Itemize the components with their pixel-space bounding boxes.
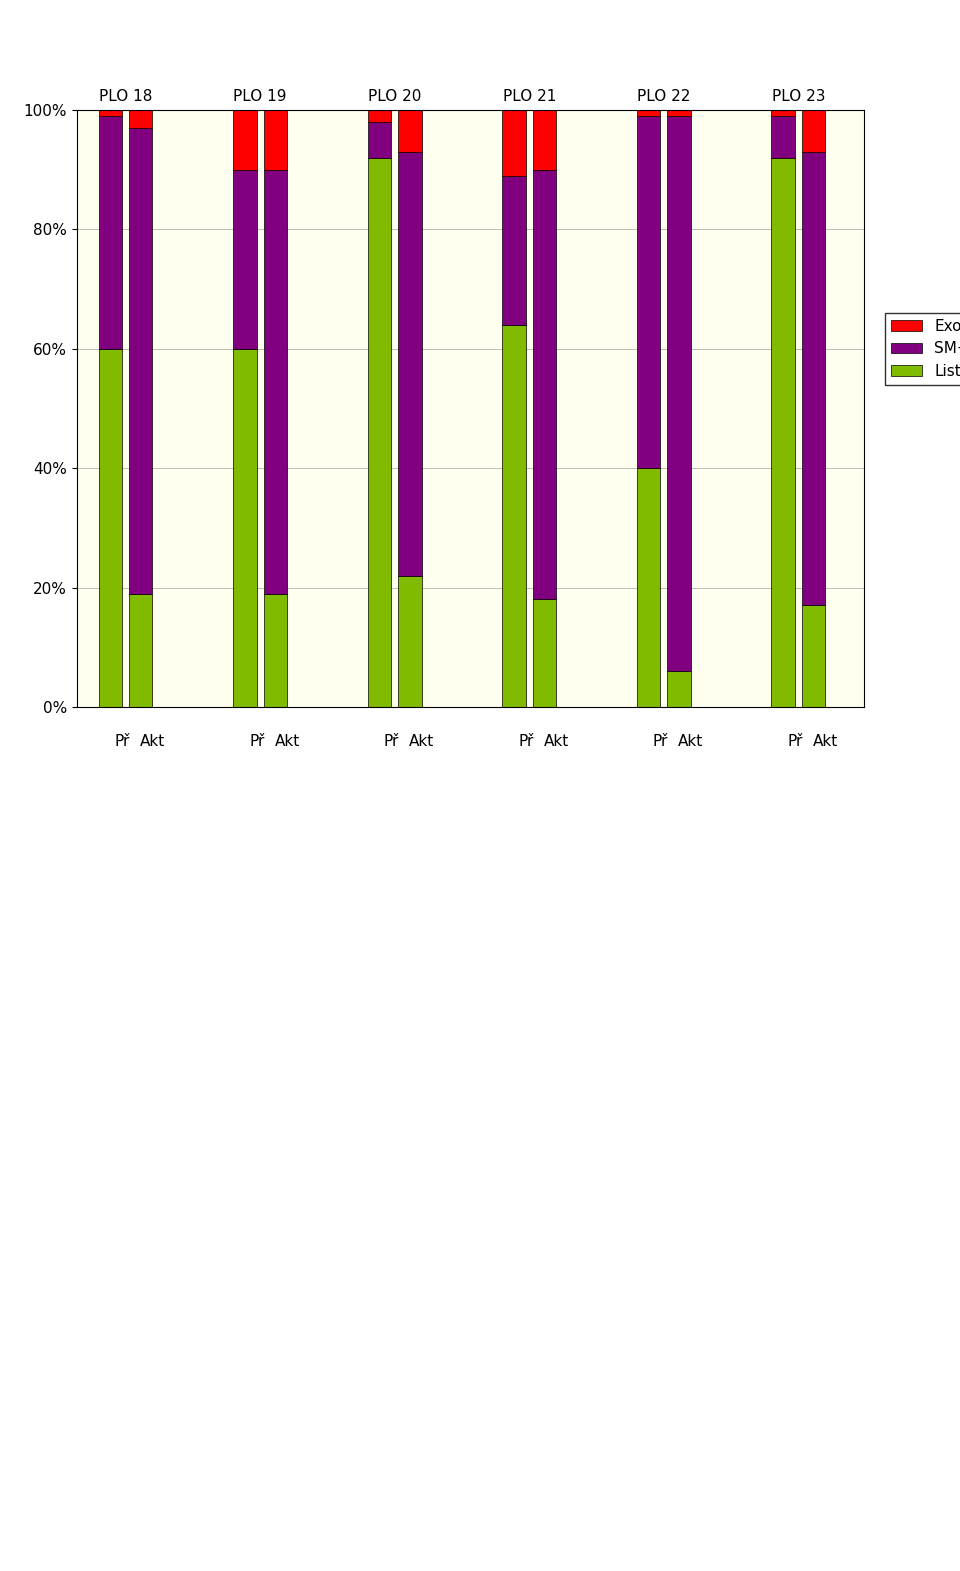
Text: PLO 20: PLO 20 [368, 90, 421, 104]
Bar [533, 600, 556, 707]
Text: Př: Př [518, 734, 534, 749]
Bar [772, 116, 795, 157]
Text: PLO 23: PLO 23 [772, 90, 826, 104]
Bar [502, 176, 526, 325]
Text: Př: Př [653, 734, 668, 749]
Text: Př: Př [787, 734, 803, 749]
Bar [802, 605, 826, 707]
Legend: Exoty, SM+BO, List+JD: Exoty, SM+BO, List+JD [885, 313, 960, 385]
Bar [636, 116, 660, 468]
Bar [667, 110, 691, 116]
Bar [263, 594, 287, 707]
Text: Akt: Akt [275, 734, 300, 749]
Bar [772, 157, 795, 707]
Bar [802, 152, 826, 605]
Bar [667, 671, 691, 707]
Bar [398, 110, 421, 152]
Bar [263, 170, 287, 594]
Bar [636, 468, 660, 707]
Bar [502, 110, 526, 176]
Text: Př: Př [114, 734, 130, 749]
Text: Př: Př [384, 734, 399, 749]
Bar [263, 110, 287, 170]
Bar [368, 123, 392, 157]
Bar [233, 170, 256, 349]
Bar [667, 116, 691, 671]
Bar [129, 127, 153, 594]
Bar [368, 110, 392, 123]
Bar [398, 575, 421, 707]
Bar [398, 152, 421, 575]
Text: PLO 18: PLO 18 [99, 90, 153, 104]
Text: PLO 22: PLO 22 [637, 90, 690, 104]
Bar [99, 349, 122, 707]
Text: PLO 21: PLO 21 [503, 90, 556, 104]
Text: Akt: Akt [813, 734, 838, 749]
Bar [129, 110, 153, 127]
Bar [533, 170, 556, 600]
Bar [233, 349, 256, 707]
Text: Akt: Akt [543, 734, 569, 749]
Text: Př: Př [249, 734, 264, 749]
Text: PLO 19: PLO 19 [233, 90, 287, 104]
Bar [368, 157, 392, 707]
Bar [533, 110, 556, 170]
Bar [636, 110, 660, 116]
Bar [233, 110, 256, 170]
Bar [99, 116, 122, 349]
Text: Akt: Akt [678, 734, 704, 749]
Bar [502, 325, 526, 707]
Bar [802, 110, 826, 152]
Bar [129, 594, 153, 707]
Text: Akt: Akt [409, 734, 434, 749]
Bar [772, 110, 795, 116]
Bar [99, 110, 122, 116]
Text: Akt: Akt [140, 734, 165, 749]
